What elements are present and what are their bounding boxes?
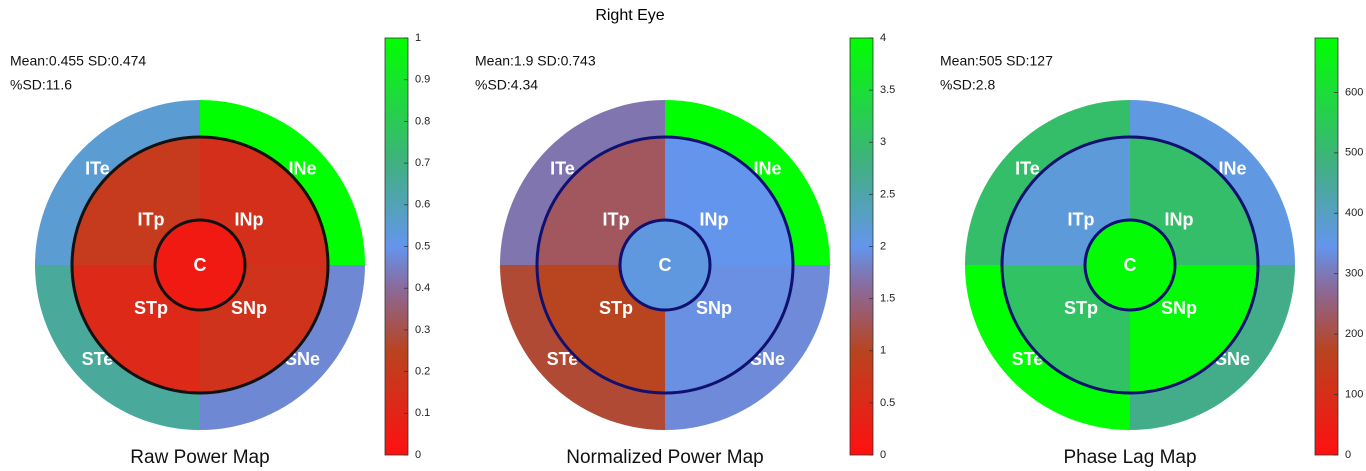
colorbar-tick-label: 2	[880, 240, 886, 252]
colorbar-tick-label: 300	[1345, 268, 1363, 280]
region-label: STp	[1064, 298, 1098, 318]
colorbar-tick-label: 0	[880, 449, 886, 461]
region-label: C	[1124, 255, 1137, 275]
region-label: ITe	[550, 158, 575, 178]
map-title: Normalized Power Map	[566, 447, 763, 468]
ring	[153, 218, 247, 312]
region-label: C	[194, 255, 207, 275]
stat-label: %SD:2.8	[940, 77, 995, 93]
stat-label: Mean:505 SD:127	[940, 53, 1053, 69]
stat-label: Mean:1.9 SD:0.743	[475, 53, 596, 69]
region	[200, 100, 365, 265]
region-label: STe	[1012, 349, 1044, 369]
colorbar-tick-label: 0.4	[415, 282, 430, 294]
region	[200, 265, 365, 430]
region-label: STp	[599, 298, 633, 318]
stat-label: Mean:0.455 SD:0.474	[10, 53, 146, 69]
region	[1130, 265, 1295, 430]
colorbar-tick-label: 0.8	[415, 115, 430, 127]
region	[965, 265, 1130, 430]
colorbar-tick-label: 600	[1345, 86, 1363, 98]
region	[965, 100, 1130, 265]
region	[35, 100, 200, 265]
colorbar-tick-label: 1	[415, 32, 421, 44]
region	[1130, 100, 1295, 265]
colorbar-tick-label: 500	[1345, 147, 1363, 159]
region-label: INe	[289, 158, 317, 178]
region-label: ITp	[1067, 209, 1094, 229]
figure-title: Right Eye	[595, 7, 664, 24]
colorbar-tick-label: 0.7	[415, 157, 430, 169]
colorbar-tick-label: 1.5	[880, 293, 895, 305]
region-label: SNp	[231, 298, 267, 318]
colorbar-tick-label: 0.5	[415, 240, 430, 252]
region-label: INp	[700, 209, 729, 229]
region	[35, 265, 200, 430]
colorbar-tick-label: 1	[880, 345, 886, 357]
region-label: INe	[1219, 158, 1247, 178]
colorbar-tick-label: 200	[1345, 328, 1363, 340]
map-title: Phase Lag Map	[1063, 447, 1196, 468]
region	[665, 265, 830, 430]
region-label: SNp	[1161, 298, 1197, 318]
region-label: ITp	[137, 209, 164, 229]
colorbar-tick-label: 0	[1345, 449, 1351, 461]
region-label: ITp	[602, 209, 629, 229]
region-label: INp	[1165, 209, 1194, 229]
colorbar-tick-label: 2.5	[880, 188, 895, 200]
region-label: STp	[134, 298, 168, 318]
colorbar-tick-label: 3	[880, 136, 886, 148]
ring	[70, 135, 330, 395]
colorbar-tick-label: 0	[415, 449, 421, 461]
ring	[618, 218, 712, 312]
colorbar-tick-label: 0.9	[415, 74, 430, 86]
ring	[1083, 218, 1177, 312]
region	[500, 265, 665, 430]
region-label: STe	[82, 349, 114, 369]
region	[1085, 220, 1175, 310]
map-title: Raw Power Map	[130, 447, 269, 468]
colorbar-tick-label: 0.2	[415, 366, 430, 378]
region	[155, 220, 245, 310]
colorbar-tick-label: 0.1	[415, 407, 430, 419]
region	[665, 100, 830, 265]
region-label: SNp	[696, 298, 732, 318]
region-label: INe	[754, 158, 782, 178]
colorbar-tick-label: 4	[880, 32, 886, 44]
colorbar-tick-label: 100	[1345, 388, 1363, 400]
colorbar	[1314, 37, 1339, 456]
region	[620, 220, 710, 310]
colorbar-tick-label: 0.6	[415, 199, 430, 211]
region	[500, 100, 665, 265]
colorbar-tick-label: 0.5	[880, 397, 895, 409]
region-label: INp	[235, 209, 264, 229]
colorbar-tick-label: 400	[1345, 207, 1363, 219]
ring	[535, 135, 795, 395]
region-label: STe	[547, 349, 579, 369]
region-label: C	[659, 255, 672, 275]
region-label: ITe	[1015, 158, 1040, 178]
colorbar-tick-label: 0.3	[415, 324, 430, 336]
stat-label: %SD:11.6	[10, 77, 72, 93]
ring	[1000, 135, 1260, 395]
region-label: ITe	[85, 158, 110, 178]
stat-label: %SD:4.34	[475, 77, 538, 93]
colorbar-tick-label: 3.5	[880, 84, 895, 96]
